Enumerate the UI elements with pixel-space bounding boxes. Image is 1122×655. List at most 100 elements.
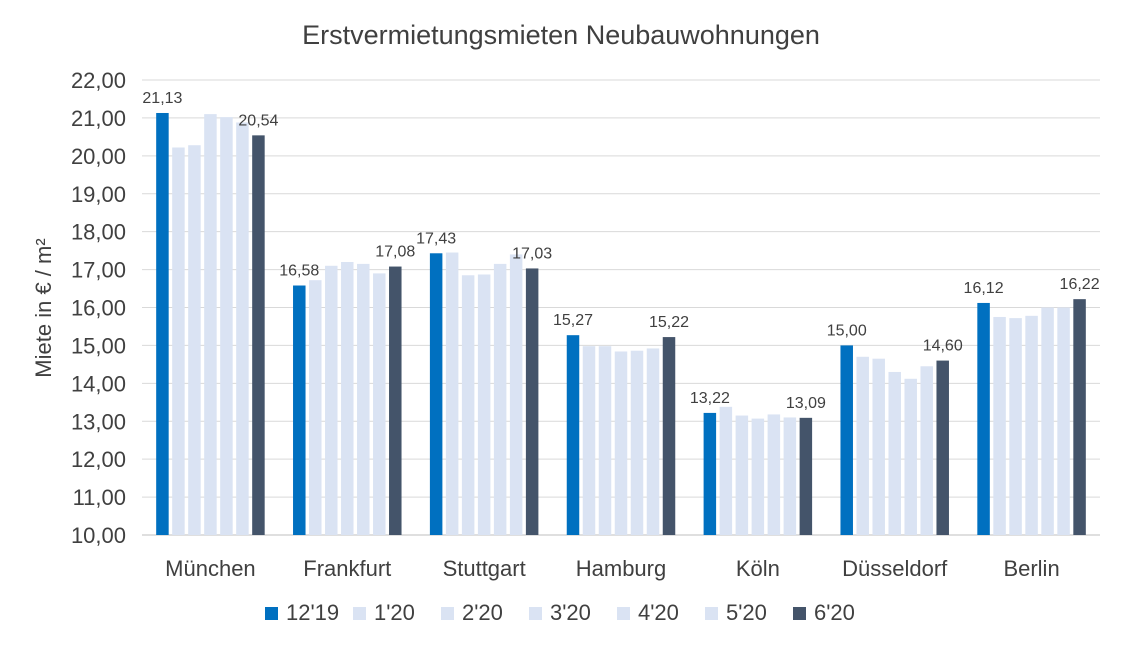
y-axis-ticks: 10,00 11,00 12,00 13,00 14,00 15,00 16,00 17,00…: [71, 68, 126, 548]
bar: [1041, 307, 1054, 535]
bar: [493, 263, 507, 535]
y-tick-label: 19,00: [71, 182, 126, 207]
legend-label: 12'19: [286, 600, 339, 625]
bar: [156, 112, 169, 536]
bar: [598, 346, 612, 535]
bar: [904, 378, 917, 535]
legend-swatch: [529, 607, 542, 620]
y-axis-label: Miete in € / m²: [31, 238, 56, 377]
bar: [1073, 299, 1086, 535]
legend-swatch: [353, 607, 366, 620]
bar: [509, 254, 523, 535]
bar: [188, 145, 201, 535]
bar: [325, 265, 338, 535]
bar: [703, 412, 717, 535]
bar: [1009, 318, 1022, 535]
x-tick-label: Stuttgart: [443, 556, 526, 581]
bar: [461, 275, 475, 535]
legend-swatch: [793, 607, 806, 620]
x-tick-label: Berlin: [1003, 556, 1059, 581]
bar: [646, 348, 660, 535]
bar: [252, 135, 265, 535]
bar: [783, 417, 797, 535]
bar: [236, 122, 249, 535]
bar: [751, 418, 765, 535]
legend-label: 1'20: [374, 600, 415, 625]
bar: [373, 273, 386, 535]
bar: [993, 316, 1006, 535]
bar: [477, 274, 491, 535]
legend: 12'19 1'20 2'20 3'20 4'20 5'20 6'20: [265, 600, 855, 625]
y-tick-label: 10,00: [71, 523, 126, 548]
legend-label: 3'20: [550, 600, 591, 625]
y-tick-label: 13,00: [71, 409, 126, 434]
bar: [719, 406, 733, 535]
y-tick-label: 16,00: [71, 296, 126, 321]
legend-label: 6'20: [814, 600, 855, 625]
y-tick-label: 11,00: [73, 485, 126, 510]
chart-title: Erstvermietungsmieten Neubauwohnungen: [302, 20, 820, 50]
y-tick-label: 12,00: [71, 447, 126, 472]
bar: [662, 337, 676, 535]
bar: [1057, 307, 1070, 535]
bar: [977, 302, 990, 535]
bar: [309, 280, 322, 535]
y-tick-label: 18,00: [71, 220, 126, 245]
bar: [735, 415, 749, 535]
legend-label: 4'20: [638, 600, 679, 625]
bar: [630, 350, 644, 535]
data-label: 16,22: [1060, 276, 1100, 293]
bar: [293, 285, 306, 535]
bar: [429, 253, 443, 535]
legend-swatch: [617, 607, 630, 620]
data-label: 15,27: [553, 312, 593, 329]
bars: [156, 112, 1086, 536]
data-label: 14,60: [923, 338, 963, 355]
legend-label: 5'20: [726, 600, 767, 625]
bar: [445, 252, 459, 536]
y-tick-label: 14,00: [71, 371, 126, 396]
bar: [172, 147, 185, 535]
bar: [614, 351, 628, 535]
bar: [341, 262, 354, 535]
legend-swatch: [265, 607, 278, 620]
legend-label: 2'20: [462, 600, 503, 625]
bar: [936, 360, 949, 535]
bar: [799, 417, 813, 535]
data-label: 17,03: [512, 245, 552, 262]
y-tick-label: 15,00: [71, 333, 126, 358]
data-label: 16,12: [964, 280, 1004, 297]
bar: [357, 263, 370, 535]
y-tick-label: 21,00: [71, 106, 126, 131]
y-tick-label: 17,00: [71, 258, 126, 283]
bar: [888, 371, 901, 535]
x-tick-label: München: [165, 556, 256, 581]
data-label: 16,58: [279, 263, 319, 280]
bar: [856, 356, 869, 535]
x-tick-label: Köln: [736, 556, 780, 581]
bar: [566, 335, 580, 535]
legend-swatch: [705, 607, 718, 620]
data-label: 15,22: [649, 314, 689, 331]
bar: [840, 345, 853, 535]
y-tick-label: 22,00: [71, 68, 126, 93]
data-label: 21,13: [142, 90, 182, 107]
x-tick-label: Düsseldorf: [842, 556, 948, 581]
bar: [872, 358, 885, 535]
bar: [389, 266, 402, 535]
data-label: 13,09: [786, 395, 826, 412]
data-label: 15,00: [827, 322, 867, 339]
bar: [220, 117, 233, 536]
bar: [204, 114, 217, 535]
x-tick-label: Hamburg: [576, 556, 666, 581]
y-tick-label: 20,00: [71, 144, 126, 169]
bar: [920, 366, 933, 535]
bar: [1025, 315, 1038, 535]
x-tick-label: Frankfurt: [303, 556, 391, 581]
data-label: 17,43: [416, 230, 456, 247]
bar: [525, 268, 539, 535]
bar: [767, 414, 781, 535]
